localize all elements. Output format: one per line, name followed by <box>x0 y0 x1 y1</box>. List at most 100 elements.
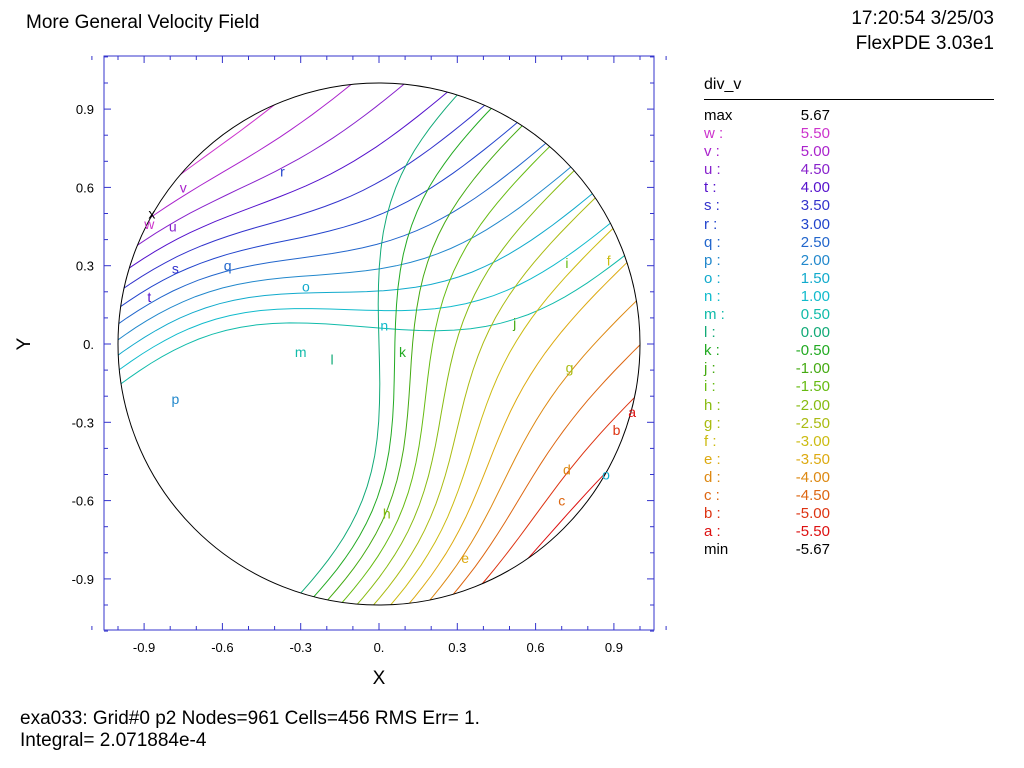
contour-label: t <box>147 289 151 305</box>
contour-line <box>299 270 640 605</box>
legend-row: b : -5.00 <box>704 505 994 523</box>
x-tick-label: -0.9 <box>133 640 155 655</box>
legend-key: i : <box>704 378 716 396</box>
contour-line <box>118 141 640 444</box>
contour-label: o <box>302 279 310 295</box>
legend-row: k : -0.50 <box>704 342 994 360</box>
legend-key: j : <box>704 360 716 378</box>
x-tick-label: 0.3 <box>448 640 466 655</box>
legend-value: -4.50 <box>795 486 830 504</box>
contour-label: v <box>180 179 187 195</box>
contour-line <box>118 83 584 417</box>
x-axis-label: X <box>373 668 386 689</box>
legend-key: p : <box>704 251 721 269</box>
contour-line <box>118 83 491 382</box>
contour-line <box>118 83 515 391</box>
legend-row: p : 2.00 <box>704 252 994 270</box>
contour-label: o <box>602 467 610 483</box>
contour-labels: xw v u t s r q p o n m l k j i h g f e dc ba o <box>143 164 636 566</box>
contour-line <box>118 83 468 373</box>
contour-label: g <box>566 359 574 375</box>
legend-value: 1.00 <box>800 287 830 305</box>
contour-line <box>118 83 561 409</box>
contour-line <box>307 296 640 605</box>
contour-label: x <box>148 206 155 222</box>
legend-row: u : 4.50 <box>704 161 994 179</box>
y-axis-label: Y <box>14 337 35 350</box>
contour-label: a <box>628 404 636 420</box>
contour-label: e <box>461 550 469 566</box>
plot-title: More General Velocity Field <box>26 12 260 33</box>
y-tick-label: 0.3 <box>76 259 94 274</box>
y-tick-label: 0.9 <box>76 102 94 117</box>
legend-row: t : 4.00 <box>704 179 994 197</box>
contour-line <box>243 91 608 605</box>
legend-value: 0.50 <box>800 306 830 324</box>
legend-key: r : <box>704 215 718 233</box>
y-tick-label: -0.9 <box>72 572 94 587</box>
legend-row: g : -2.50 <box>704 415 994 433</box>
y-tick-label: 0. <box>83 337 94 352</box>
legend-key: c : <box>704 486 720 504</box>
contour-line <box>118 192 640 462</box>
contour-line <box>235 83 585 605</box>
legend-value: -5.50 <box>795 523 830 541</box>
legend-row: l : 0.00 <box>704 324 994 342</box>
contour-lines <box>118 83 640 605</box>
legend-row: j : -1.00 <box>704 360 994 378</box>
contour-label: l <box>330 352 333 368</box>
legend-key: b : <box>704 505 721 523</box>
legend-key: d : <box>704 468 721 486</box>
timestamp: 17:20:54 3/25/03 <box>851 8 994 29</box>
contour-label: p <box>172 391 180 407</box>
contour-line <box>259 142 640 605</box>
legend-key: max <box>704 107 733 124</box>
x-tick-label: 0. <box>374 640 385 655</box>
contour-line <box>118 115 630 435</box>
legend-key: t : <box>704 179 717 197</box>
contour-label: i <box>565 255 568 271</box>
legend-row: w : 5.50 <box>704 125 994 143</box>
contour-label: u <box>169 219 177 235</box>
legend-title: div_v <box>704 76 742 93</box>
legend-value: -2.50 <box>795 414 830 432</box>
integral-info: Integral= 2.071884e-4 <box>20 730 207 751</box>
legend-value: -2.00 <box>795 396 830 414</box>
contour-line <box>275 193 640 605</box>
legend-divider <box>704 99 994 100</box>
legend-value: 3.00 <box>800 215 830 233</box>
legend-key: h : <box>704 396 721 414</box>
legend-row: d : -4.00 <box>704 469 994 487</box>
legend-key: w : <box>704 125 724 143</box>
y-tick-label: -0.6 <box>72 494 94 509</box>
legend-row: a : -5.50 <box>704 523 994 541</box>
legend-value: -1.50 <box>795 378 830 396</box>
legend-value: 0.00 <box>800 324 830 342</box>
y-tick-labels: 0.9 0.6 0.3 0. -0.3 -0.6 -0.9 <box>72 102 94 587</box>
legend-value: -3.00 <box>795 432 830 450</box>
legend-row: o : 1.50 <box>704 270 994 288</box>
contour-label: n <box>380 318 388 334</box>
legend-value: -0.50 <box>795 342 830 360</box>
contour-label: b <box>613 422 621 438</box>
legend-key: e : <box>704 450 721 468</box>
legend-key: v : <box>704 143 720 161</box>
version-label: FlexPDE 3.03e1 <box>855 33 994 54</box>
contour-label: h <box>383 506 391 522</box>
contour-line <box>291 244 640 605</box>
legend-row: h : -2.00 <box>704 397 994 415</box>
legend-row: n : 1.00 <box>704 288 994 306</box>
y-tick-label: 0.6 <box>76 180 94 195</box>
legend-value: -5.67 <box>795 541 830 559</box>
legend-key: min <box>704 541 729 559</box>
legend-key: s : <box>704 197 720 215</box>
contour-line <box>251 116 631 605</box>
x-tick-label: -0.3 <box>289 640 311 655</box>
legend-key: f : <box>704 432 717 450</box>
legend: div_v max 5.67 w : 5.50 v : 5.00 u : 4.50 t : 4.0… <box>704 76 994 559</box>
legend-row: min -5.67 <box>704 541 994 559</box>
contour-label: m <box>295 344 307 360</box>
contour-line <box>118 90 607 426</box>
grid-info: exa033: Grid#0 p2 Nodes=961 Cells=456 RM… <box>20 708 480 729</box>
